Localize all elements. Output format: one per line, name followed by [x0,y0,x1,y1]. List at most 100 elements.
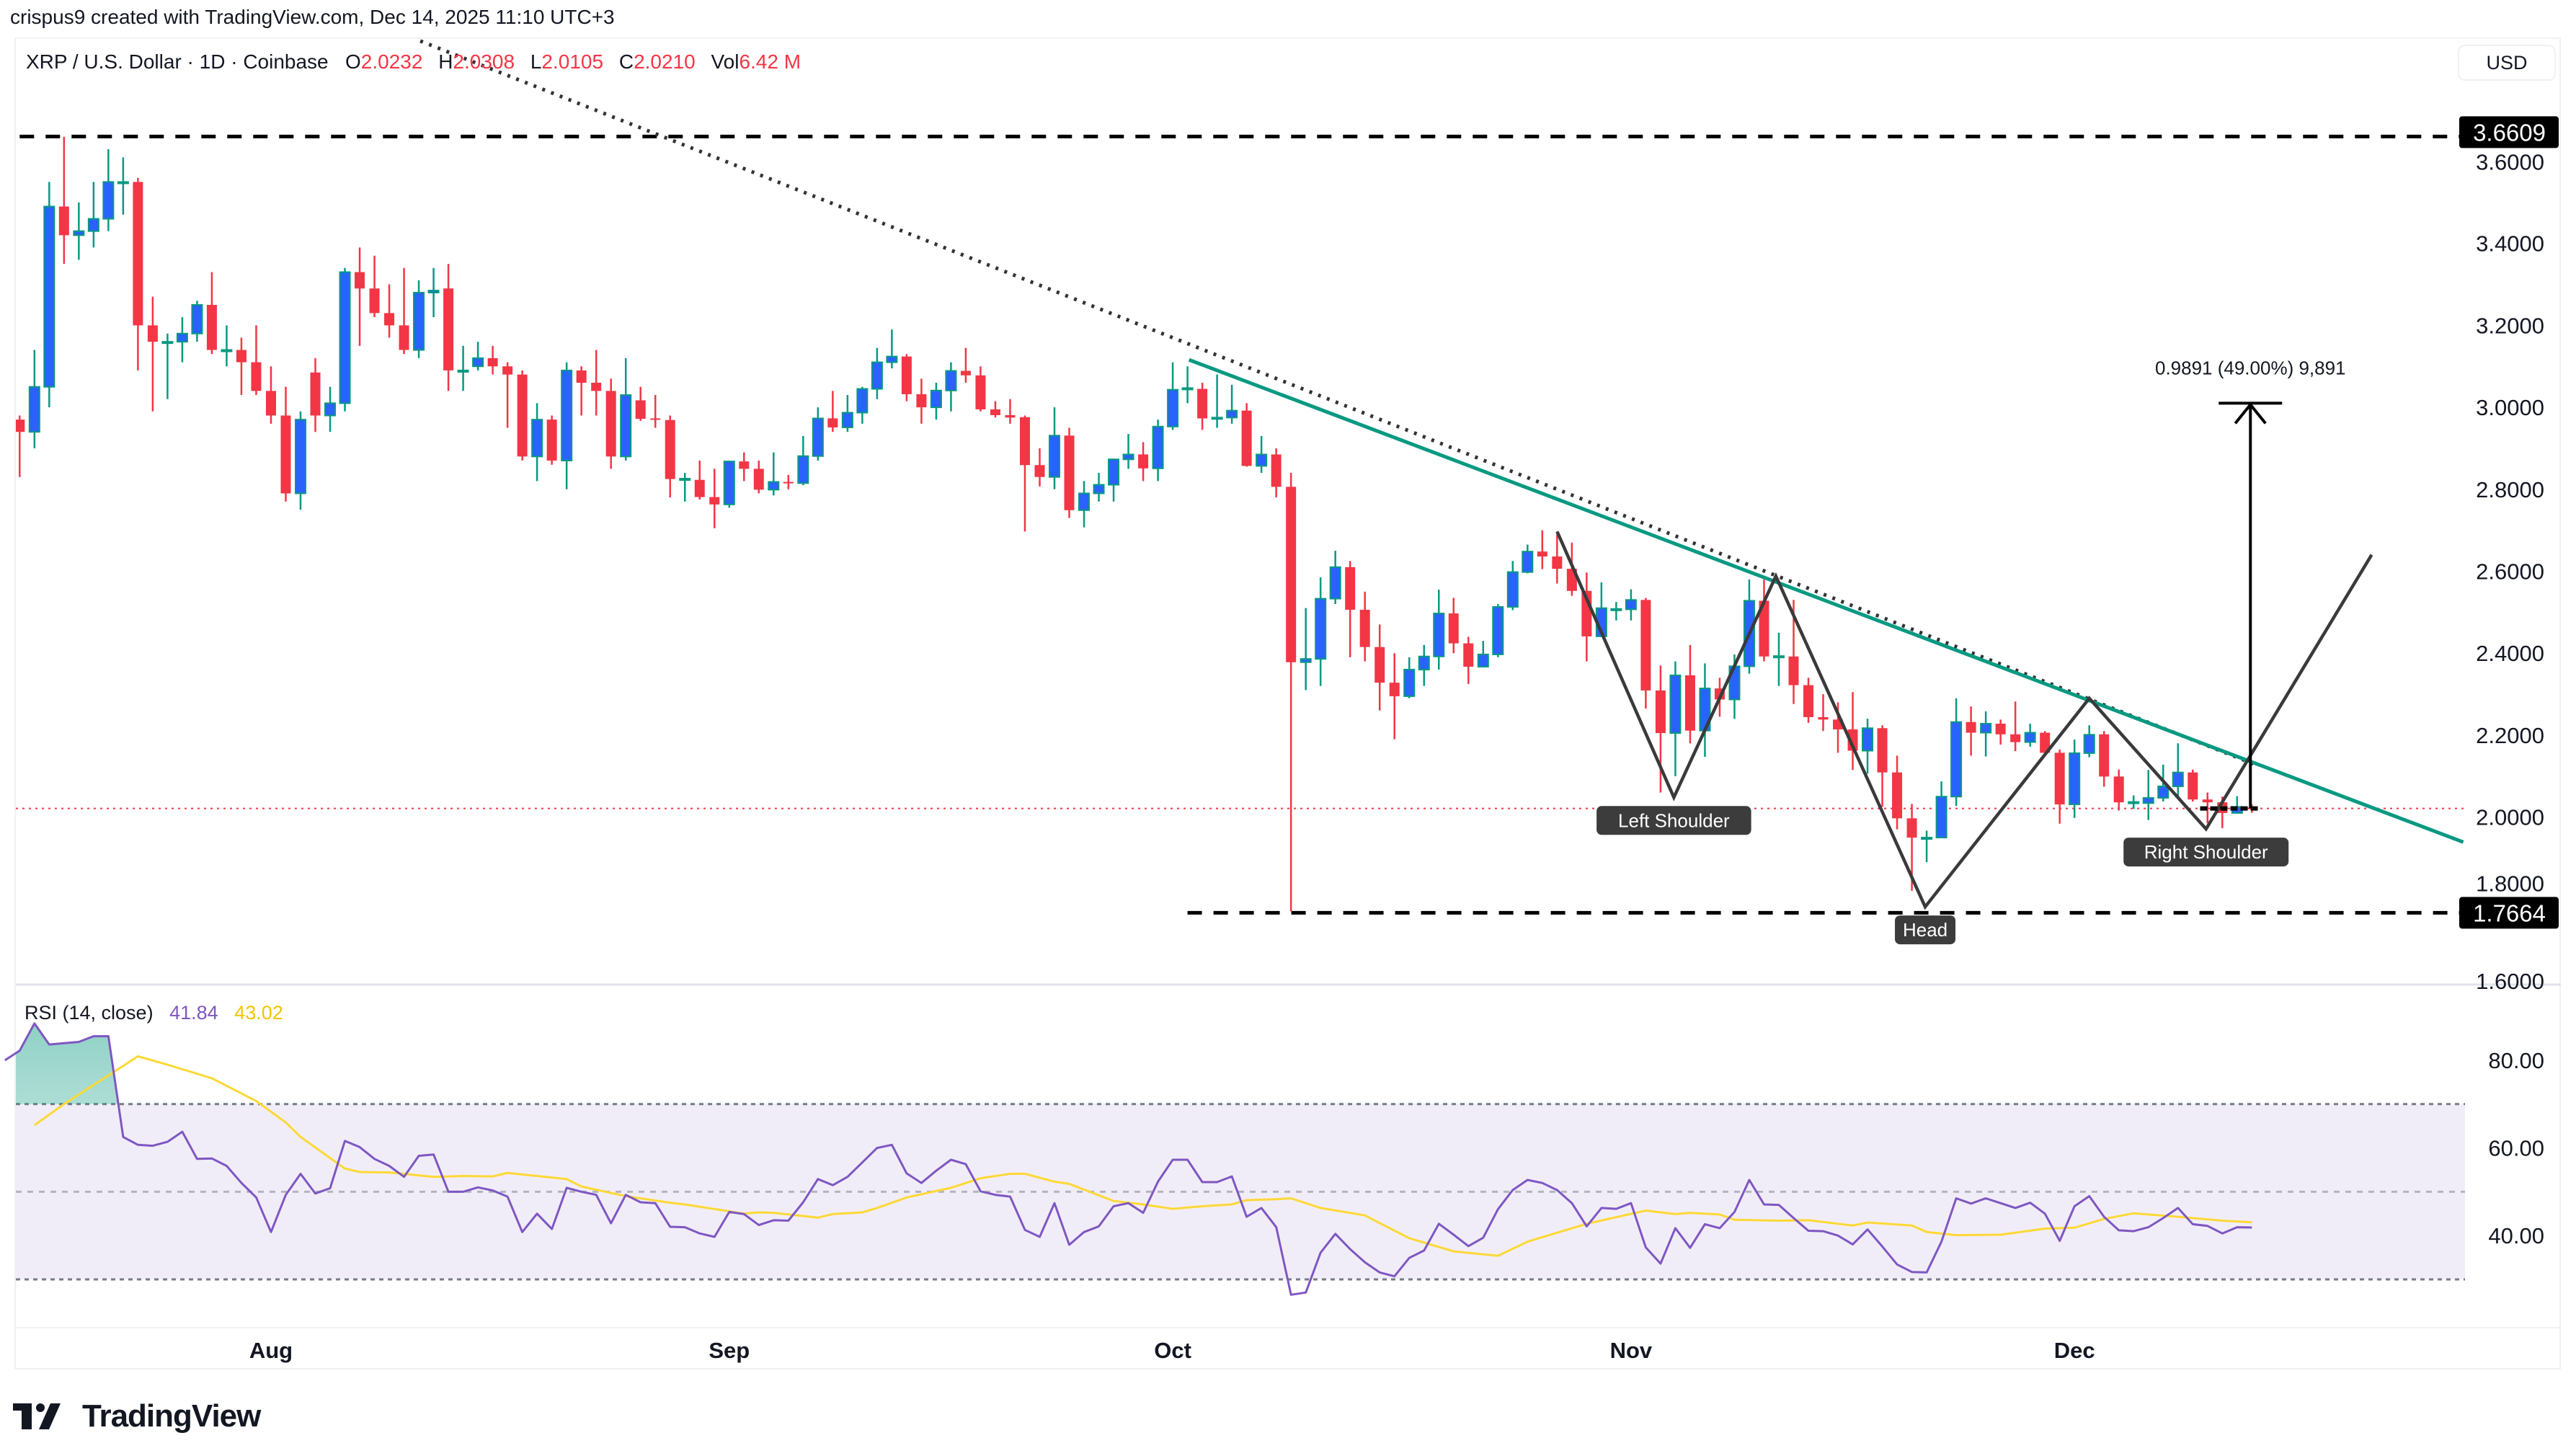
head-and-shoulders-pattern [1555,531,2373,910]
close-label: C [618,50,634,73]
candle [1286,473,1297,912]
candle-body [783,481,794,484]
candle-body [28,386,40,433]
price-tick-label: 1.6000 [2476,969,2544,994]
candle [502,362,513,428]
candle [251,325,262,396]
candle [443,264,454,391]
candle-body [176,332,188,343]
price-tick-label: 2.8000 [2476,477,2544,502]
candle [147,296,158,412]
candle [73,202,85,260]
currency-button[interactable]: USD [2458,45,2556,81]
candle [102,148,115,231]
candle [1108,458,1120,502]
candle-body [280,415,291,494]
candle-body [457,369,469,373]
candle [2188,769,2198,802]
candle [1197,382,1208,430]
candle [546,415,557,465]
candle [960,347,971,383]
price-tick-label: 2.4000 [2476,641,2544,666]
candle-body [73,230,85,236]
rsi-pane [4,1022,2465,1296]
candle [576,366,587,416]
low-label: L [530,50,542,73]
candle [1256,435,1268,474]
candle-body [1995,723,2006,734]
candle-body [2142,796,2154,804]
candle-body [2099,734,2110,777]
candle-body [2157,785,2169,799]
candle [1226,384,1238,424]
candle-body [1226,409,1238,419]
dotted-trendline [419,39,2255,766]
candle [1640,598,1651,709]
candle-body [324,402,337,417]
candle-body [945,370,957,391]
candle-body [87,218,99,232]
candle-body [294,419,306,494]
candle [1329,551,1341,604]
candle [1019,415,1030,532]
volume-value: 6.42 M [739,50,801,73]
candle [427,267,440,318]
candle-body [576,370,587,383]
close-value: 2.0210 [634,50,696,73]
candle-body [1803,685,1814,717]
candle [1522,544,1534,574]
pattern-label: Right Shoulder [2123,838,2289,867]
candle-body [102,181,115,220]
candle-body [1610,608,1622,611]
candle-body [206,304,217,350]
candle [679,473,691,502]
candle-body [930,389,942,409]
candle-body [635,400,646,420]
candle-body [1477,653,1489,667]
low-value: 2.0105 [541,50,604,73]
candle [1389,653,1400,740]
candle-body [591,382,602,391]
candle [797,435,809,486]
candle-body [620,394,632,458]
candle [2024,723,2036,747]
symbol-legend[interactable]: XRP / U.S. Dollar · 1D · Coinbase O2.023… [26,50,811,74]
candle-body [1315,598,1327,660]
candle-body [871,361,883,390]
drawings[interactable]: Left Shoulder Head Right Shoulder 0.9891 (4… [1555,357,2373,945]
candle [161,333,174,399]
candles [16,136,2257,912]
candle [561,362,573,489]
candle [2069,740,2081,818]
candle [265,366,276,424]
candle [384,284,395,338]
candle-body [251,362,262,391]
candle-body [1078,492,1091,511]
candle-body [2128,801,2140,804]
candle-body [236,350,247,363]
candle [1093,473,1105,502]
candle-body [1138,454,1149,469]
candle [1300,608,1312,691]
time-axis[interactable]: Aug Sep Oct Nov Dec [249,1338,2095,1363]
candle [2128,795,2140,809]
candle-body [502,366,513,375]
tradingview-logo[interactable]: TradingView [13,1398,261,1434]
candle [1064,427,1075,518]
volume-label: Vol [711,50,740,73]
candle-body [1906,818,1917,838]
candle-body [2083,734,2095,754]
price-tick-label: 3.6000 [2476,149,2544,174]
candle [1181,366,1194,404]
candle-body [1552,556,1563,569]
candle [339,267,351,412]
candle-body [2113,776,2124,803]
price-axis[interactable]: 3.6000 3.4000 3.2000 3.0000 2.8000 2.6000 2.40… [2476,149,2544,994]
rsi-ma-value: 43.02 [234,1002,283,1024]
candle [1034,448,1045,487]
symbol-title[interactable]: XRP / U.S. Dollar · 1D · Coinbase [26,50,329,73]
rsi-legend[interactable]: RSI (14, close) 41.84 43.02 [25,1002,283,1024]
high-label: H [438,50,453,73]
candle [16,415,25,477]
